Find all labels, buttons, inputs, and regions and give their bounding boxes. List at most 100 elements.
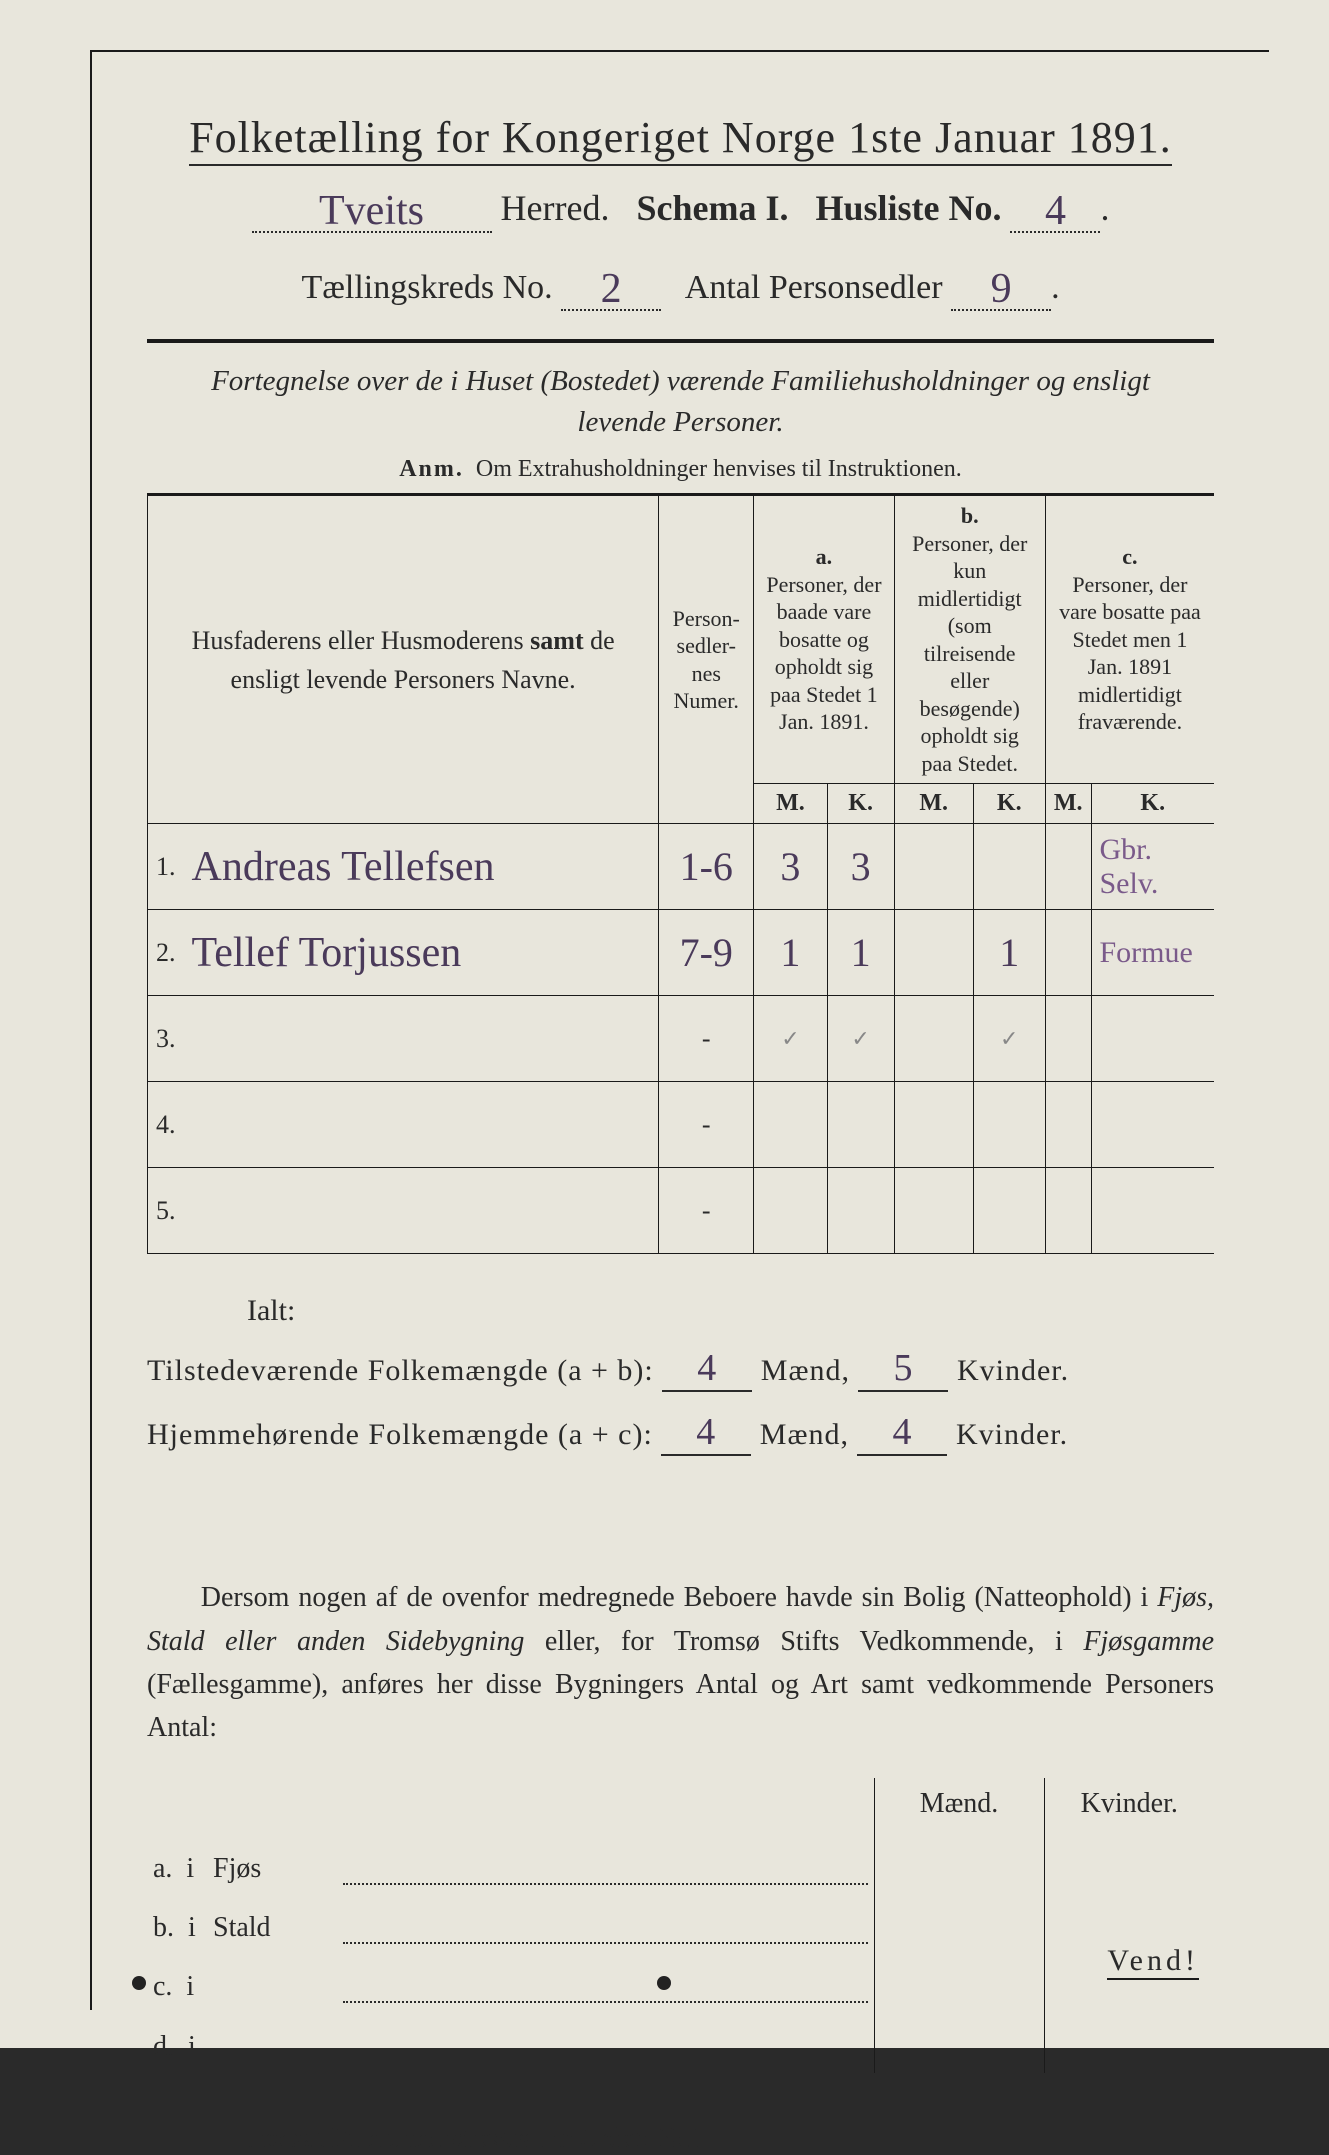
table-row: 5. - bbox=[148, 1168, 1215, 1254]
husliste-value: 4 bbox=[1045, 188, 1066, 234]
personsedler-num: - bbox=[659, 996, 754, 1082]
personsedler-num: - bbox=[659, 1168, 754, 1254]
maend-cell bbox=[874, 1836, 1044, 1895]
row-letter: d. i bbox=[147, 2013, 207, 2072]
sum-present-m: 4 bbox=[697, 1347, 717, 1389]
pin-mark bbox=[132, 1976, 146, 1990]
printed-frame: Folketælling for Kongeriget Norge 1ste J… bbox=[90, 50, 1269, 2010]
a-k: ✓ bbox=[827, 996, 894, 1082]
a-k bbox=[827, 1082, 894, 1168]
a-k: 3 bbox=[827, 824, 894, 910]
sum-resident-k: 4 bbox=[892, 1411, 912, 1453]
row-note bbox=[1091, 1168, 1214, 1254]
c-m bbox=[1045, 1168, 1091, 1254]
person-name: Tellef Torjussen bbox=[184, 910, 659, 996]
col-b: b. Personer, der kun midlertidigt (som t… bbox=[894, 495, 1045, 784]
sum-present-k: 5 bbox=[893, 1347, 913, 1389]
b-m bbox=[894, 1082, 973, 1168]
row-number: 5. bbox=[148, 1168, 184, 1254]
row-note: Formue bbox=[1091, 910, 1214, 996]
c-m bbox=[1045, 1082, 1091, 1168]
row-letter: b. i bbox=[147, 1895, 207, 1954]
b-k: ✓ bbox=[973, 996, 1045, 1082]
census-table: Husfaderens eller Husmoderens samt de en… bbox=[147, 493, 1214, 1254]
c-m bbox=[1045, 824, 1091, 910]
table-row: 2.Tellef Torjussen7-9111Formue bbox=[148, 910, 1215, 996]
outbuilding-row: d. i bbox=[147, 2013, 1214, 2072]
a-m: ✓ bbox=[754, 996, 827, 1082]
kreds-value: 2 bbox=[601, 266, 622, 312]
row-note bbox=[1091, 1082, 1214, 1168]
dotted-fill bbox=[337, 1895, 874, 1954]
footer-sentence: I modsat Fald understreges her Ordet: Ne… bbox=[227, 2123, 1214, 2155]
row-note bbox=[1091, 996, 1214, 1082]
anm-text: Om Extrahusholdninger henvises til Instr… bbox=[476, 456, 962, 482]
personsedler-num: 1-6 bbox=[659, 824, 754, 910]
table-row: 3.-✓✓✓ bbox=[148, 996, 1215, 1082]
annotation-note: Anm. Om Extrahusholdninger henvises til … bbox=[147, 456, 1214, 483]
sum-resident: Hjemmehørende Folkemængde (a + c): 4 Mæn… bbox=[147, 1410, 1214, 1456]
person-name bbox=[184, 1168, 659, 1254]
b-m bbox=[894, 996, 973, 1082]
b-k bbox=[973, 1082, 1045, 1168]
kreds-label: Tællingskreds No. bbox=[301, 269, 552, 306]
col-c: c. Personer, der vare bosatte paa Stedet… bbox=[1045, 495, 1214, 784]
a-m: 1 bbox=[754, 910, 827, 996]
ialt-label: Ialt: bbox=[247, 1294, 1214, 1328]
a-m bbox=[754, 1082, 827, 1168]
col-a-k: K. bbox=[827, 784, 894, 824]
a-m bbox=[754, 1168, 827, 1254]
c-m bbox=[1045, 910, 1091, 996]
lower-kvinder-head: Kvinder. bbox=[1044, 1778, 1214, 1836]
dotted-fill bbox=[337, 2013, 874, 2072]
dotted-fill bbox=[337, 1954, 874, 2013]
row-number: 3. bbox=[148, 996, 184, 1082]
b-k: 1 bbox=[973, 910, 1045, 996]
person-name: Andreas Tellefsen bbox=[184, 824, 659, 910]
vend-label: Vend! bbox=[1107, 1944, 1199, 1980]
a-m: 3 bbox=[754, 824, 827, 910]
col-a-m: M. bbox=[754, 784, 827, 824]
schema-label: Schema I. bbox=[636, 188, 788, 228]
kvinder-label: Kvinder. bbox=[957, 1354, 1069, 1387]
c-m bbox=[1045, 996, 1091, 1082]
row-letter: c. i bbox=[147, 1954, 207, 2013]
personsedler-num: - bbox=[659, 1082, 754, 1168]
personsedler-num: 7-9 bbox=[659, 910, 754, 996]
row-number: 4. bbox=[148, 1082, 184, 1168]
col-c-m: M. bbox=[1045, 784, 1091, 824]
subtitle: Fortegnelse over de i Huset (Bostedet) v… bbox=[177, 361, 1184, 442]
table-row: 4. - bbox=[148, 1082, 1215, 1168]
husliste-label: Husliste No. bbox=[815, 188, 1001, 228]
col-c-k: K. bbox=[1091, 784, 1214, 824]
pin-mark bbox=[657, 1976, 671, 1990]
dotted-fill bbox=[337, 1836, 874, 1895]
b-k bbox=[973, 824, 1045, 910]
a-k bbox=[827, 1168, 894, 1254]
table-row: 1.Andreas Tellefsen1-633Gbr. Selv. bbox=[148, 824, 1215, 910]
b-m bbox=[894, 824, 973, 910]
divider bbox=[147, 339, 1214, 343]
antal-label: Antal Personsedler bbox=[685, 269, 943, 306]
building-type bbox=[207, 1954, 337, 2013]
outbuilding-row: a. iFjøs bbox=[147, 1836, 1214, 1895]
document-title: Folketælling for Kongeriget Norge 1ste J… bbox=[147, 112, 1214, 163]
col-names: Husfaderens eller Husmoderens samt de en… bbox=[148, 495, 659, 824]
b-m bbox=[894, 910, 973, 996]
antal-value: 9 bbox=[991, 266, 1012, 312]
person-name bbox=[184, 996, 659, 1082]
outbuilding-table: Mænd. Kvinder. a. iFjøsb. iStaldc. id. i bbox=[147, 1778, 1214, 2073]
kvinder-cell bbox=[1044, 2013, 1214, 2072]
b-k bbox=[973, 1168, 1045, 1254]
maend-cell bbox=[874, 1954, 1044, 2013]
maend-label-2: Mænd, bbox=[760, 1418, 849, 1451]
herred-label: Herred. bbox=[501, 188, 610, 228]
maend-cell bbox=[874, 1895, 1044, 1954]
sum-resident-m: 4 bbox=[696, 1411, 716, 1453]
outbuilding-row: b. iStald bbox=[147, 1895, 1214, 1954]
person-name bbox=[184, 1082, 659, 1168]
col-personsedler: Person-sedler-nesNumer. bbox=[659, 495, 754, 824]
header-line-2: Tællingskreds No. 2 Antal Personsedler 9… bbox=[147, 261, 1214, 311]
col-b-m: M. bbox=[894, 784, 973, 824]
building-type: Stald bbox=[207, 1895, 337, 1954]
